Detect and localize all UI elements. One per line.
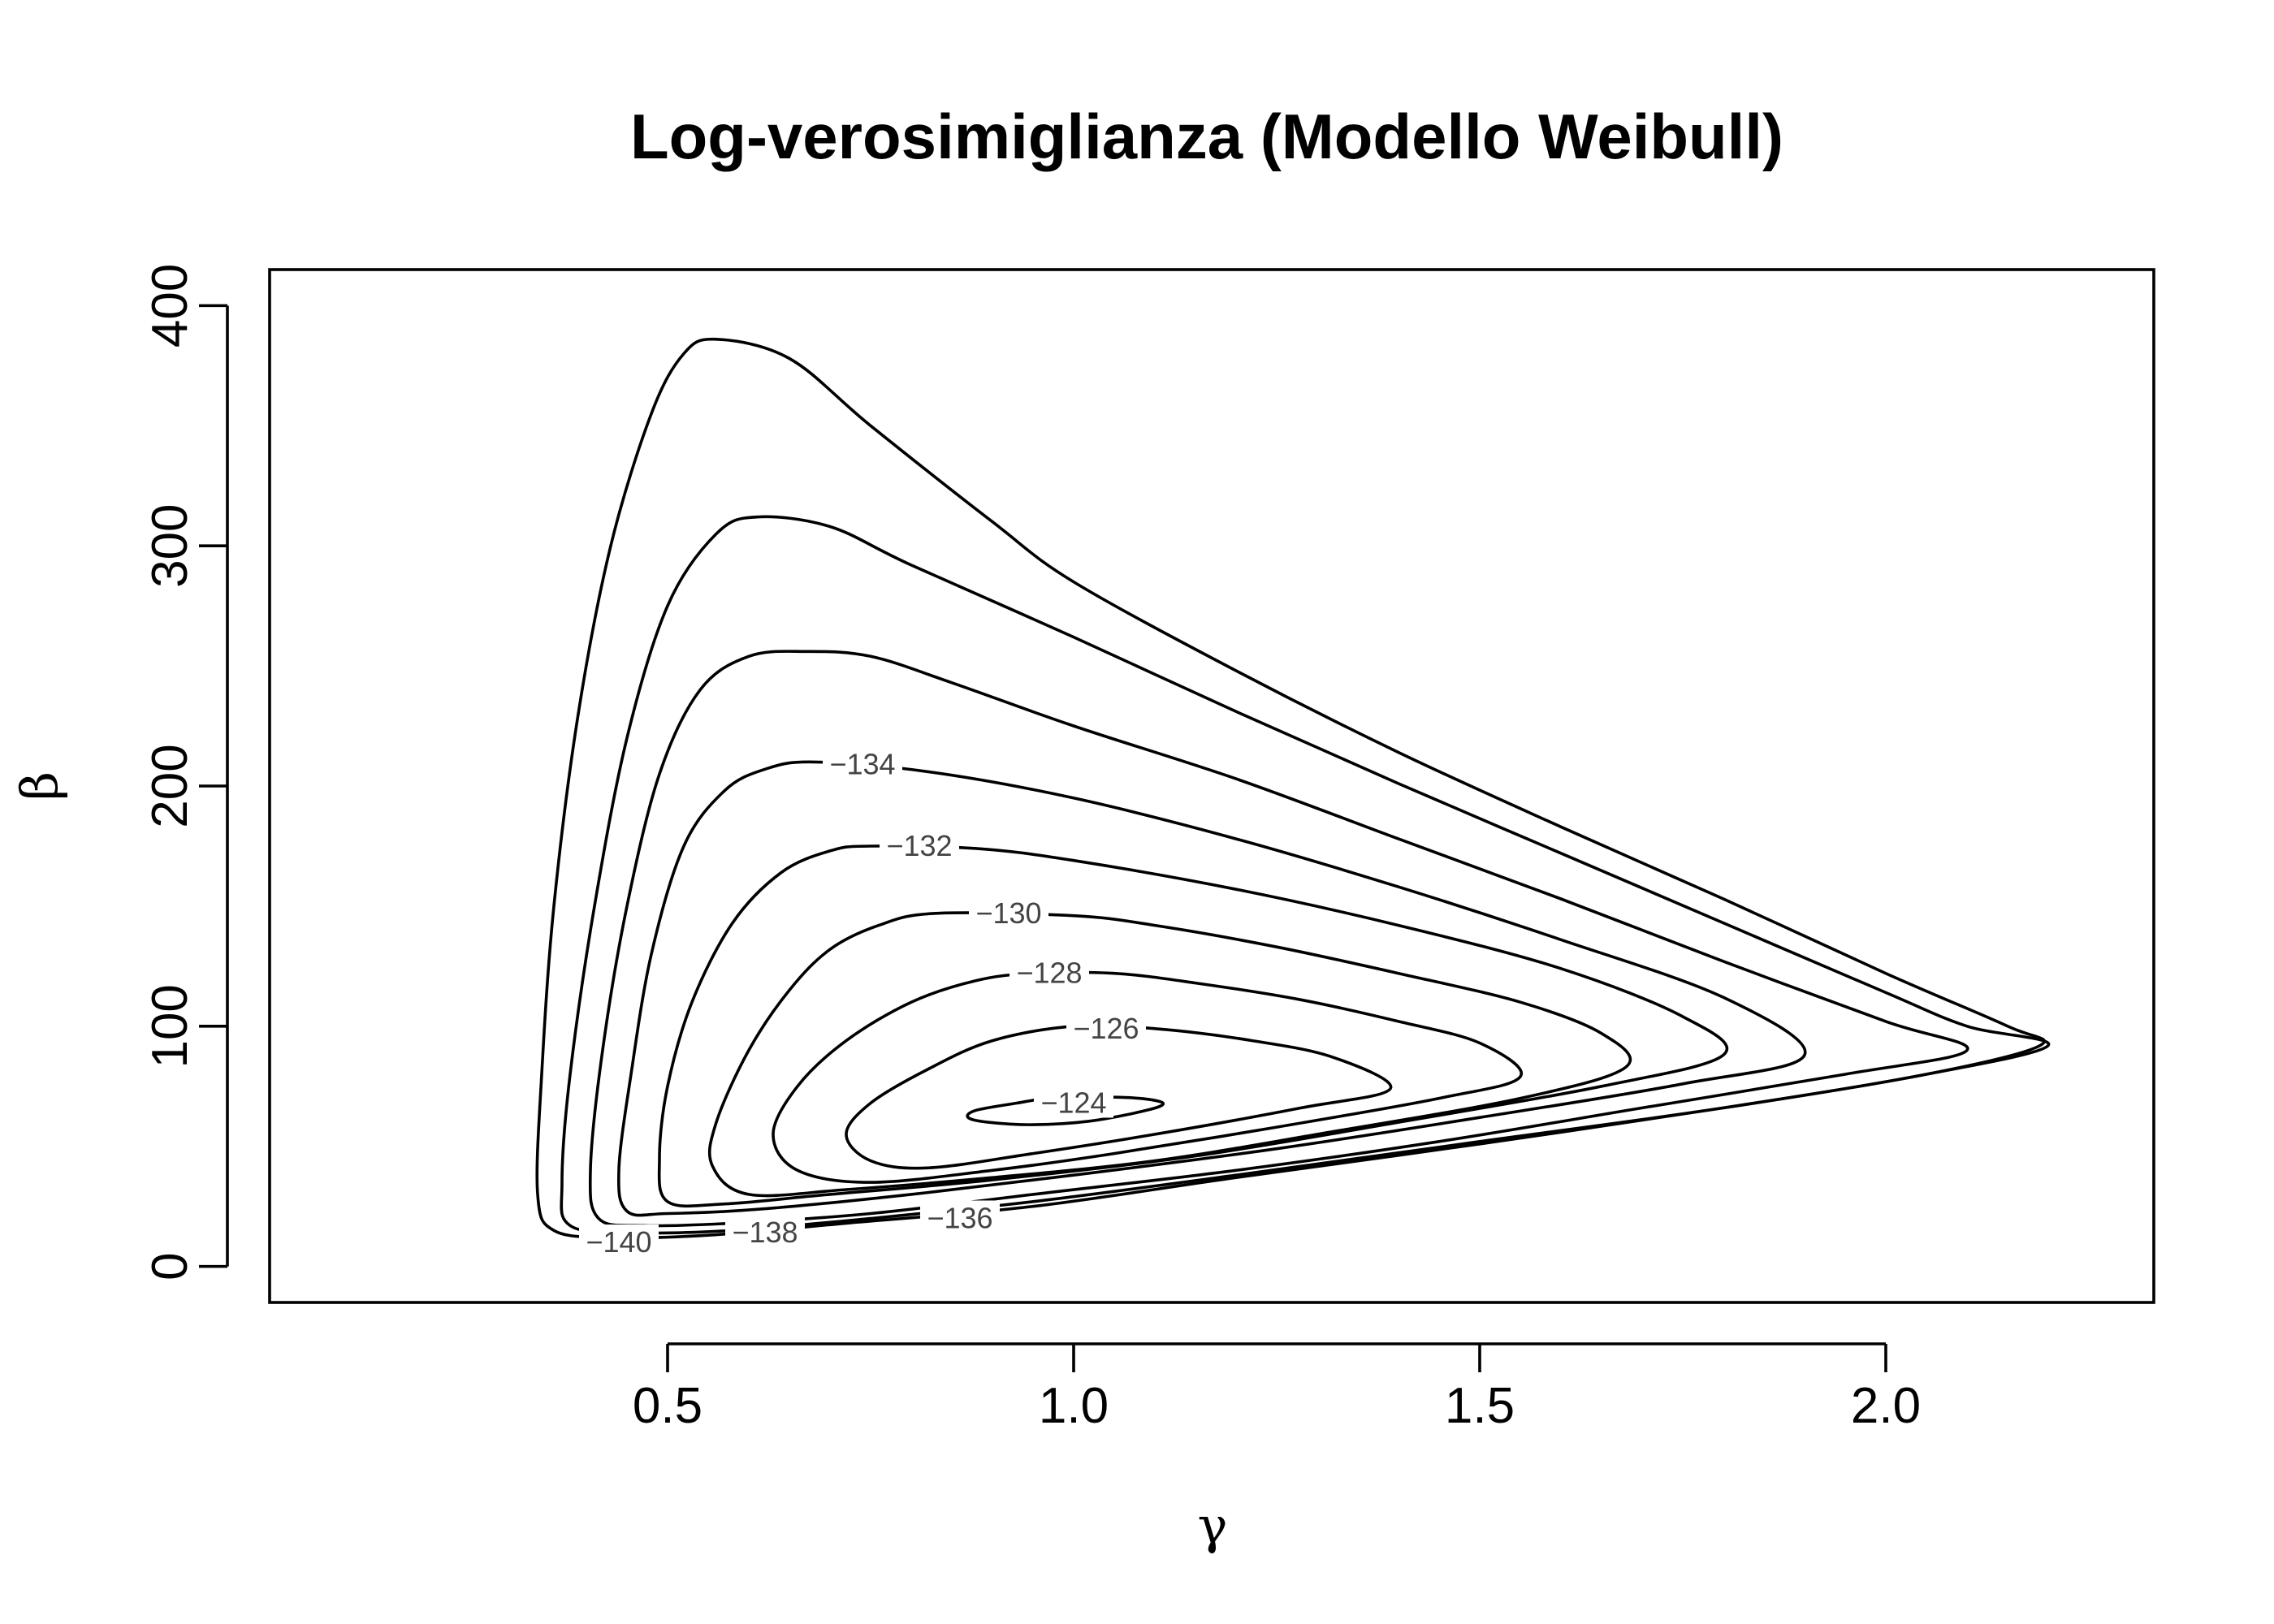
contour-line (845, 1023, 1393, 1170)
y-axis: 0 100 200 300 400 (142, 264, 229, 1281)
contour-label-background (823, 746, 902, 780)
x-tick-label: 1.0 (1039, 1378, 1109, 1434)
x-tick-label: 1.5 (1445, 1378, 1515, 1434)
y-tick-label: 300 (142, 503, 198, 587)
x-tick-label: 2.0 (1851, 1378, 1921, 1434)
contour-label: −124 (1040, 1086, 1106, 1119)
contour-label: −136 (927, 1201, 992, 1234)
contour-line (616, 760, 1807, 1217)
contour-label-background (579, 1224, 659, 1258)
contour-line (560, 515, 2051, 1235)
contour-line (535, 337, 2047, 1240)
contour-label-background (725, 1215, 805, 1248)
y-axis-label: β (10, 771, 69, 801)
contour-line (966, 1095, 1165, 1126)
contour-label: −126 (1073, 1012, 1139, 1045)
y-tick-label: 200 (142, 744, 198, 827)
contour-line (772, 970, 1524, 1184)
contour-label: −138 (732, 1216, 798, 1249)
chart-title: Log-verosimiglianza (Modello Weibull) (630, 101, 1783, 172)
contour-lines (535, 337, 2051, 1240)
contour-label-background (920, 1200, 1000, 1233)
contour-label-background (880, 827, 959, 861)
contour-label-background (1034, 1085, 1113, 1118)
plot-frame (268, 268, 2155, 1304)
contour-label: −128 (1016, 957, 1082, 990)
contour-label: −134 (829, 747, 895, 780)
y-tick-label: 400 (142, 264, 198, 348)
contour-line (588, 650, 1969, 1228)
contour-label-background (1066, 1010, 1146, 1043)
x-tick-label: 0.5 (633, 1378, 703, 1434)
contour-line (657, 844, 1729, 1208)
contour-label: −140 (586, 1225, 651, 1259)
x-axis: 0.5 1.0 1.5 2.0 (633, 1342, 1921, 1434)
contour-labels: −124 −126 −128 −130 −132 −134 −136 −138 −140 (579, 746, 1146, 1259)
y-tick-label: 0 (142, 1252, 198, 1280)
contour-label-background (969, 895, 1048, 928)
contour-label: −130 (975, 896, 1041, 930)
contour-label-background (1009, 955, 1089, 988)
x-axis-label: γ (1197, 1496, 1227, 1555)
y-tick-label: 100 (142, 984, 198, 1068)
contour-label: −132 (886, 829, 952, 862)
